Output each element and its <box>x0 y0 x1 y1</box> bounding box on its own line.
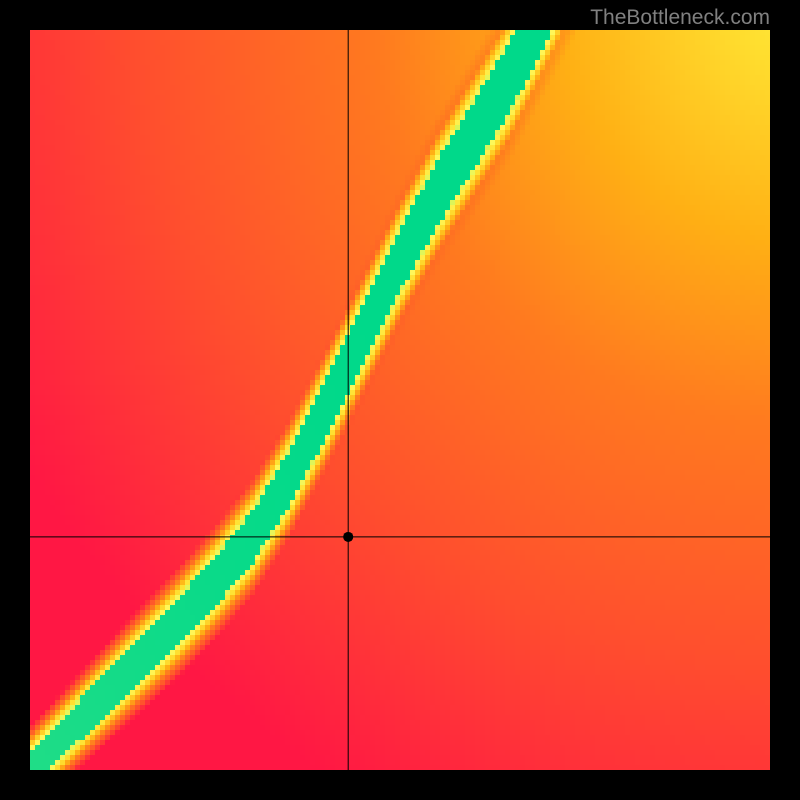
heatmap-plot <box>30 30 770 770</box>
heatmap-canvas <box>30 30 770 770</box>
watermark-text: TheBottleneck.com <box>590 6 770 30</box>
